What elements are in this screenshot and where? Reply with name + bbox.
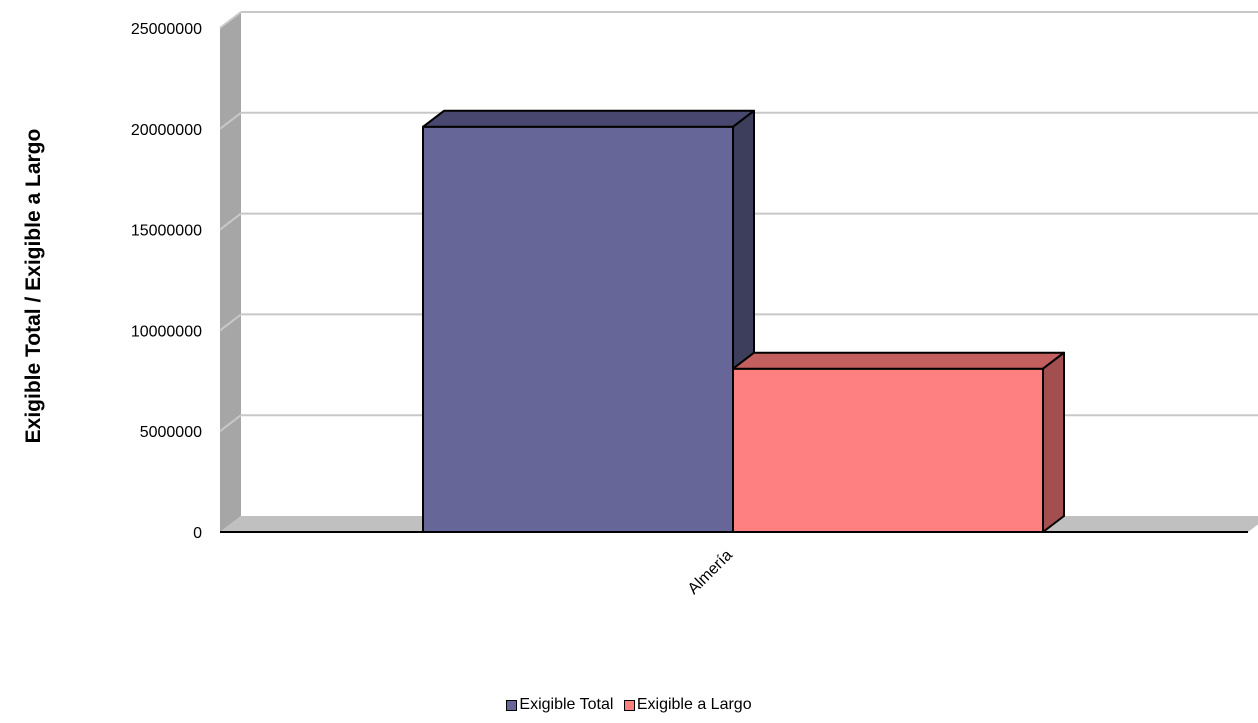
gridline-wall — [219, 112, 242, 130]
y-axis-title: Exigible Total / Exigible a Largo — [22, 128, 45, 444]
x-tick-label: Almería — [685, 547, 736, 598]
legend-label-exigible-a-largo: Exigible a Largo — [636, 696, 752, 713]
bar-top — [422, 109, 755, 128]
gridline-wall — [219, 11, 242, 29]
legend-item-exigible-a-largo: Exigible a Largo — [623, 696, 752, 714]
legend-swatch-exigible-total — [506, 699, 518, 711]
legend-item-exigible-total: Exigible Total — [506, 696, 613, 714]
legend-label-exigible-total: Exigible Total — [519, 696, 614, 713]
y-tick-label: 10000000 — [131, 323, 202, 340]
y-tick-label: 25000000 — [131, 21, 202, 38]
y-tick-label: 20000000 — [131, 122, 202, 139]
y-tick-label: 5000000 — [140, 424, 202, 441]
bar-top — [732, 351, 1065, 370]
side-wall — [220, 12, 241, 532]
gridline-wall — [219, 212, 242, 231]
y-tick-label: 0 — [193, 525, 202, 542]
gridline-wall — [219, 414, 242, 432]
y-tick-label: 15000000 — [131, 223, 202, 240]
legend-swatch-exigible-a-largo — [623, 699, 635, 711]
bar-front — [422, 125, 734, 533]
gridline-wall — [219, 313, 242, 332]
legend: Exigible Total Exigible a Largo — [0, 696, 1258, 716]
bar-side — [1042, 351, 1065, 533]
bar-front — [732, 367, 1044, 534]
